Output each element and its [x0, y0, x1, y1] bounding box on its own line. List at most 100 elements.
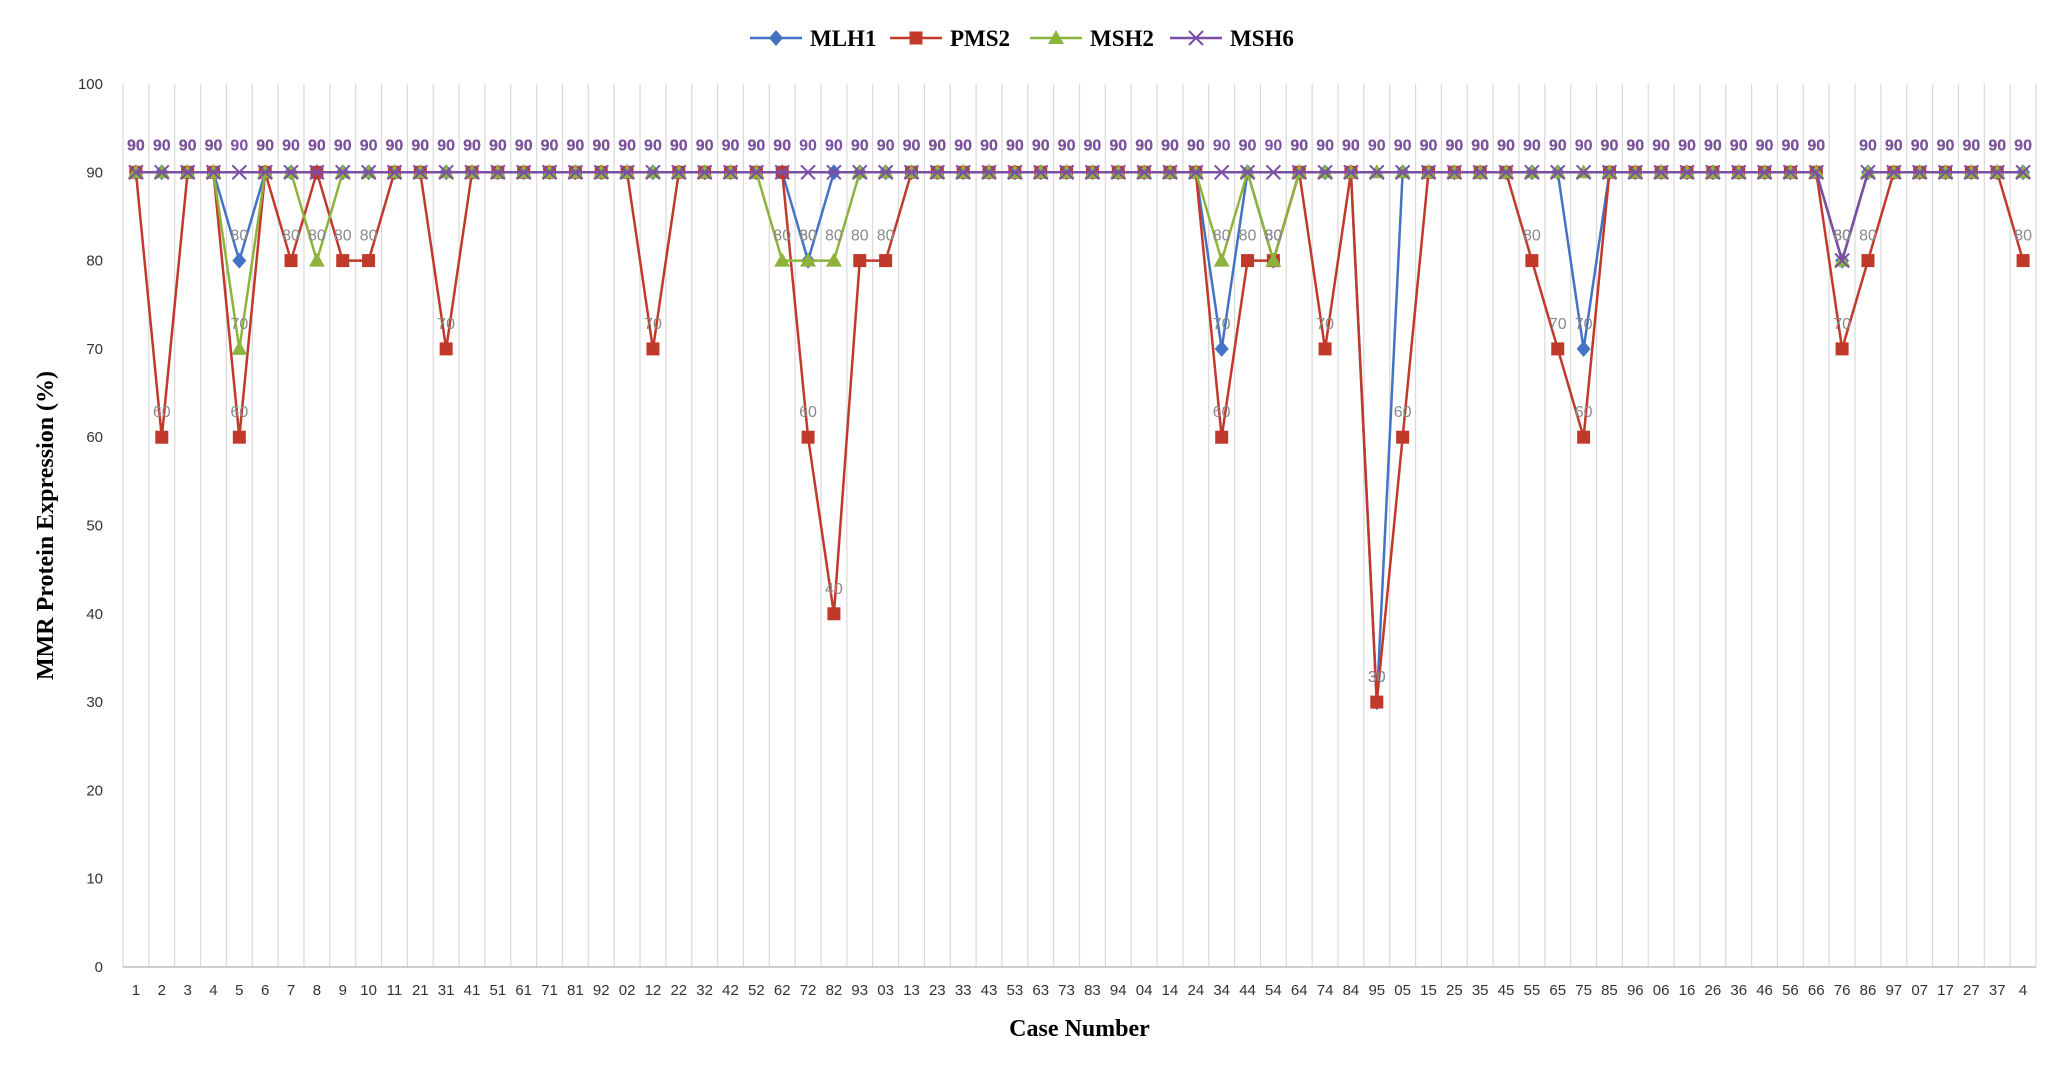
x-tick-label: 76 — [1834, 982, 1851, 999]
data-label: 90 — [722, 137, 740, 154]
x-tick-label: 46 — [1756, 982, 1773, 999]
data-label: 60 — [153, 404, 171, 421]
data-point-msh6 — [360, 164, 377, 181]
marker-stroke — [1213, 164, 1230, 181]
data-point-pms2 — [1551, 342, 1565, 356]
data-label: 90 — [1290, 137, 1308, 154]
x-tick-label: 31 — [438, 982, 455, 999]
data-point-msh2 — [825, 252, 842, 267]
marker-stroke — [593, 164, 609, 181]
data-point-msh6 — [1860, 164, 1876, 181]
x-tick-label: 4 — [2019, 982, 2027, 999]
data-label: 90 — [489, 137, 507, 154]
data-label: 80 — [1859, 228, 1877, 245]
marker-stroke — [671, 164, 687, 181]
data-point-msh6 — [1239, 164, 1256, 181]
data-point-pms2 — [1396, 430, 1410, 444]
x-tick-label: 96 — [1627, 982, 1644, 999]
data-label: 90 — [1626, 137, 1644, 154]
data-point-pms2 — [801, 430, 815, 444]
marker-stroke — [438, 164, 454, 181]
data-point-msh6 — [1937, 164, 1954, 181]
data-label: 90 — [773, 137, 791, 154]
data-label: 90 — [1885, 137, 1903, 154]
data-point-msh6 — [567, 164, 584, 181]
data-label: 90 — [1006, 137, 1024, 154]
data-label: 90 — [282, 137, 300, 154]
legend-item-msh6: MSH6 — [1170, 26, 1294, 51]
marker-stroke — [128, 164, 144, 181]
data-label: 90 — [1575, 137, 1593, 154]
data-label: 90 — [1109, 137, 1127, 154]
data-label: 90 — [230, 137, 248, 154]
data-label: 90 — [851, 137, 869, 154]
x-tick-label: 85 — [1601, 982, 1618, 999]
data-label: 90 — [1575, 137, 1593, 154]
x-tick-label: 73 — [1058, 982, 1075, 999]
x-tick-label: 92 — [593, 982, 610, 999]
marker-stroke — [1007, 164, 1023, 181]
x-tick-label: 82 — [826, 982, 843, 999]
data-point-msh6 — [464, 164, 480, 181]
data-label: 90 — [1626, 137, 1644, 154]
data-label: 90 — [1394, 137, 1412, 154]
data-label: 90 — [411, 137, 429, 154]
legend-label: MSH2 — [1090, 26, 1154, 51]
data-label: 90 — [1006, 137, 1024, 154]
data-label: 70 — [1549, 316, 1567, 333]
data-label: 80 — [1833, 228, 1851, 245]
data-label: 90 — [670, 137, 688, 154]
data-label: 90 — [1859, 137, 1877, 154]
data-label: 90 — [1006, 137, 1024, 154]
x-tick-label: 04 — [1136, 982, 1153, 999]
x-tick-label: 15 — [1420, 982, 1437, 999]
marker-stroke — [309, 164, 325, 181]
data-label: 70 — [644, 316, 662, 333]
x-tick-label: 24 — [1187, 982, 1204, 999]
marker-stroke — [1239, 164, 1256, 181]
data-label: 80 — [334, 228, 352, 245]
data-label: 90 — [696, 137, 714, 154]
data-point-msh6 — [515, 164, 532, 181]
marker-stroke — [1188, 164, 1204, 181]
data-point-pms2 — [1861, 254, 1875, 268]
data-label: 90 — [1239, 137, 1257, 154]
data-label: 90 — [515, 137, 533, 154]
x-tick-label: 14 — [1162, 982, 1179, 999]
x-tick-label: 8 — [313, 982, 321, 999]
marker-stroke — [1679, 164, 1695, 181]
data-label: 90 — [1084, 137, 1102, 154]
data-point-msh6 — [1369, 164, 1385, 181]
data-point-pms2 — [853, 254, 867, 268]
data-label: 90 — [825, 137, 843, 154]
data-label: 90 — [618, 137, 636, 154]
data-label: 90 — [618, 137, 636, 154]
data-label: 90 — [1885, 137, 1903, 154]
x-tick-label: 52 — [748, 982, 765, 999]
data-point-msh6 — [412, 164, 428, 181]
data-label: 90 — [1601, 137, 1619, 154]
data-label: 80 — [1833, 228, 1851, 245]
x-tick-label: 10 — [360, 982, 377, 999]
data-label: 80 — [1523, 228, 1541, 245]
data-label: 70 — [230, 316, 248, 333]
data-label: 70 — [1316, 316, 1334, 333]
data-label: 90 — [1807, 137, 1825, 154]
legend-label: MSH6 — [1230, 26, 1294, 51]
x-tick-label: 16 — [1679, 982, 1696, 999]
data-label: 40 — [825, 581, 843, 598]
data-label: 90 — [1187, 137, 1205, 154]
data-label: 90 — [747, 137, 765, 154]
marker-stroke — [852, 164, 868, 181]
marker-stroke — [1782, 164, 1799, 181]
data-label: 90 — [1161, 137, 1179, 154]
marker-stroke — [515, 164, 532, 181]
x-tick-label: 9 — [339, 982, 347, 999]
data-label: 90 — [282, 137, 300, 154]
data-label: 90 — [1420, 137, 1438, 154]
data-label: 90 — [1704, 137, 1722, 154]
data-label: 90 — [980, 137, 998, 154]
data-label: 90 — [179, 137, 197, 154]
data-label: 90 — [1109, 137, 1127, 154]
